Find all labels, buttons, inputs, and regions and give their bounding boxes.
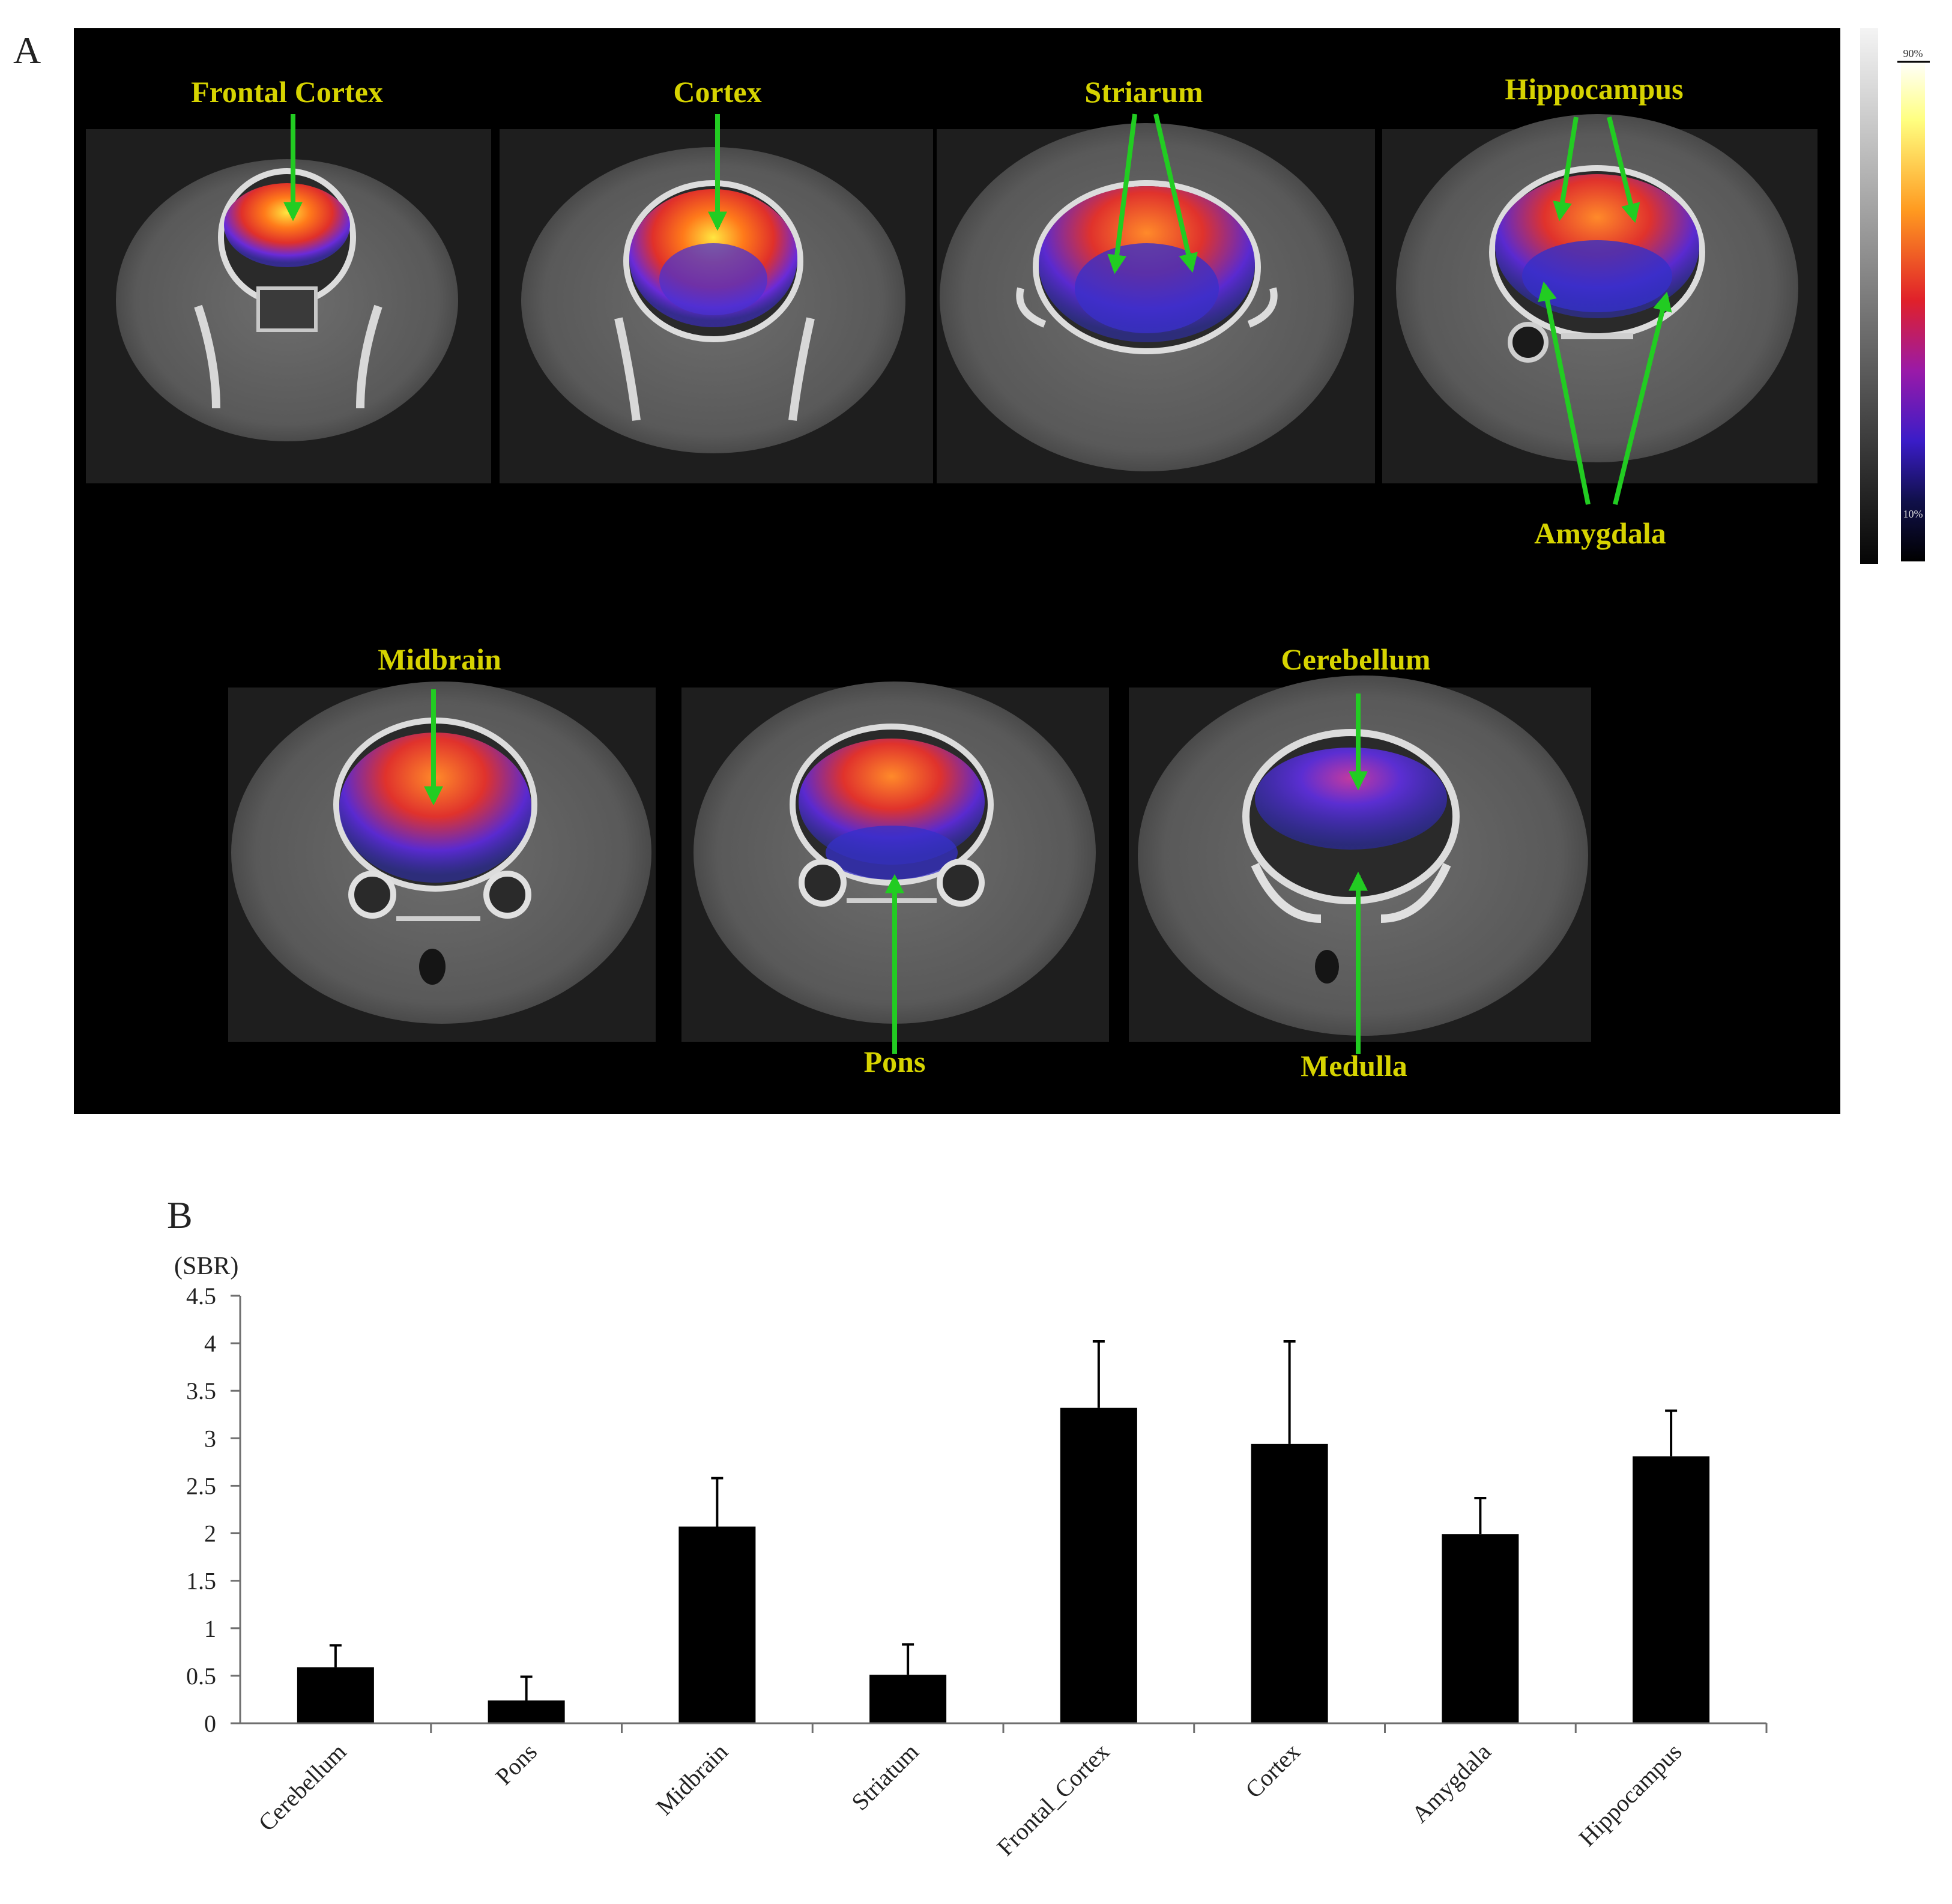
scan-panel: Frontal Cortex Cortex Striarum Hippocamp… [74,28,1840,1114]
color-scale-bar: 90% 10% [1860,28,1930,564]
ct-slice-hippocampus [1382,114,1818,483]
arrow-hippocampus-right [1607,116,1640,223]
bar-midbrain [678,1526,756,1723]
category-label: Amygdala [1406,1738,1496,1828]
bar-chart: 0 0.5 1 1.5 2 2.5 3 3.5 4 4.5 Cerebellum Pons Midbr… [186,1283,1768,1861]
y-tick-label: 0.5 [186,1663,216,1690]
arrow-hippocampus-left [1553,116,1579,222]
label-cortex: Cortex [673,75,761,109]
category-label: Hippocampus [1574,1738,1687,1852]
region-arrows [283,113,1672,1054]
bar-hippocampus [1633,1456,1710,1723]
category-label: Striatum [846,1738,923,1816]
ct-slice-striatum [937,123,1375,483]
label-midbrain: Midbrain [378,642,501,676]
y-tick-label: 4 [204,1330,216,1357]
bar-frontal-cortex [1060,1407,1137,1723]
category-label: Frontal_Cortex [992,1738,1115,1861]
color-scale-bottom-label: 10% [1903,508,1923,520]
ct-slice-midbrain [228,682,656,1042]
ct-slice-frontal-cortex [86,129,491,483]
y-tick-label: 4.5 [186,1283,216,1310]
x-axis-ticks [430,1723,1768,1733]
arrow-amygdala-left [1538,281,1591,505]
bar-striatum [869,1675,947,1723]
arrow-striatum-left [1107,113,1137,274]
y-tick-label: 1 [204,1615,216,1642]
panel-a-letter: A [13,29,41,71]
ct-slice-cortex [500,129,933,483]
category-label: Pons [490,1738,542,1791]
y-tick-label: 3 [204,1425,216,1452]
label-cerebellum: Cerebellum [1281,642,1430,676]
category-label: Midbrain [651,1738,733,1821]
label-frontal-cortex: Frontal Cortex [191,75,383,109]
y-axis-ticks: 0 0.5 1 1.5 2 2.5 3 3.5 4 4.5 [186,1283,240,1737]
label-medulla: Medulla [1301,1049,1407,1083]
bar-cerebellum [297,1667,374,1723]
color-scale-hot [1901,60,1925,561]
bar-cortex [1251,1443,1328,1723]
arrow-amygdala-right [1613,291,1672,505]
y-tick-label: 2.5 [186,1472,216,1499]
y-axis-label: (SBR) [174,1253,238,1280]
bar-amygdala [1442,1534,1519,1723]
category-label: Cerebellum [253,1738,351,1837]
panel-b-letter: B [167,1194,193,1236]
arrow-striatum-right [1153,113,1198,273]
bars [297,1407,1710,1723]
label-pons: Pons [864,1045,926,1078]
category-labels: Cerebellum Pons Midbrain Striatum Frontal_Co… [253,1738,1687,1861]
color-scale-grey [1860,28,1878,564]
y-tick-label: 3.5 [186,1377,216,1404]
y-tick-label: 1.5 [186,1568,216,1595]
label-striarum: Striarum [1084,75,1203,109]
y-tick-label: 0 [204,1710,216,1737]
label-amygdala: Amygdala [1534,516,1666,550]
y-tick-label: 2 [204,1520,216,1547]
category-label: Cortex [1240,1738,1305,1804]
error-bars [329,1340,1678,1701]
ct-slice-cerebellum [1129,675,1591,1042]
label-hippocampus: Hippocampus [1505,72,1683,106]
color-scale-top-label: 90% [1903,47,1923,59]
bar-pons [488,1700,565,1723]
